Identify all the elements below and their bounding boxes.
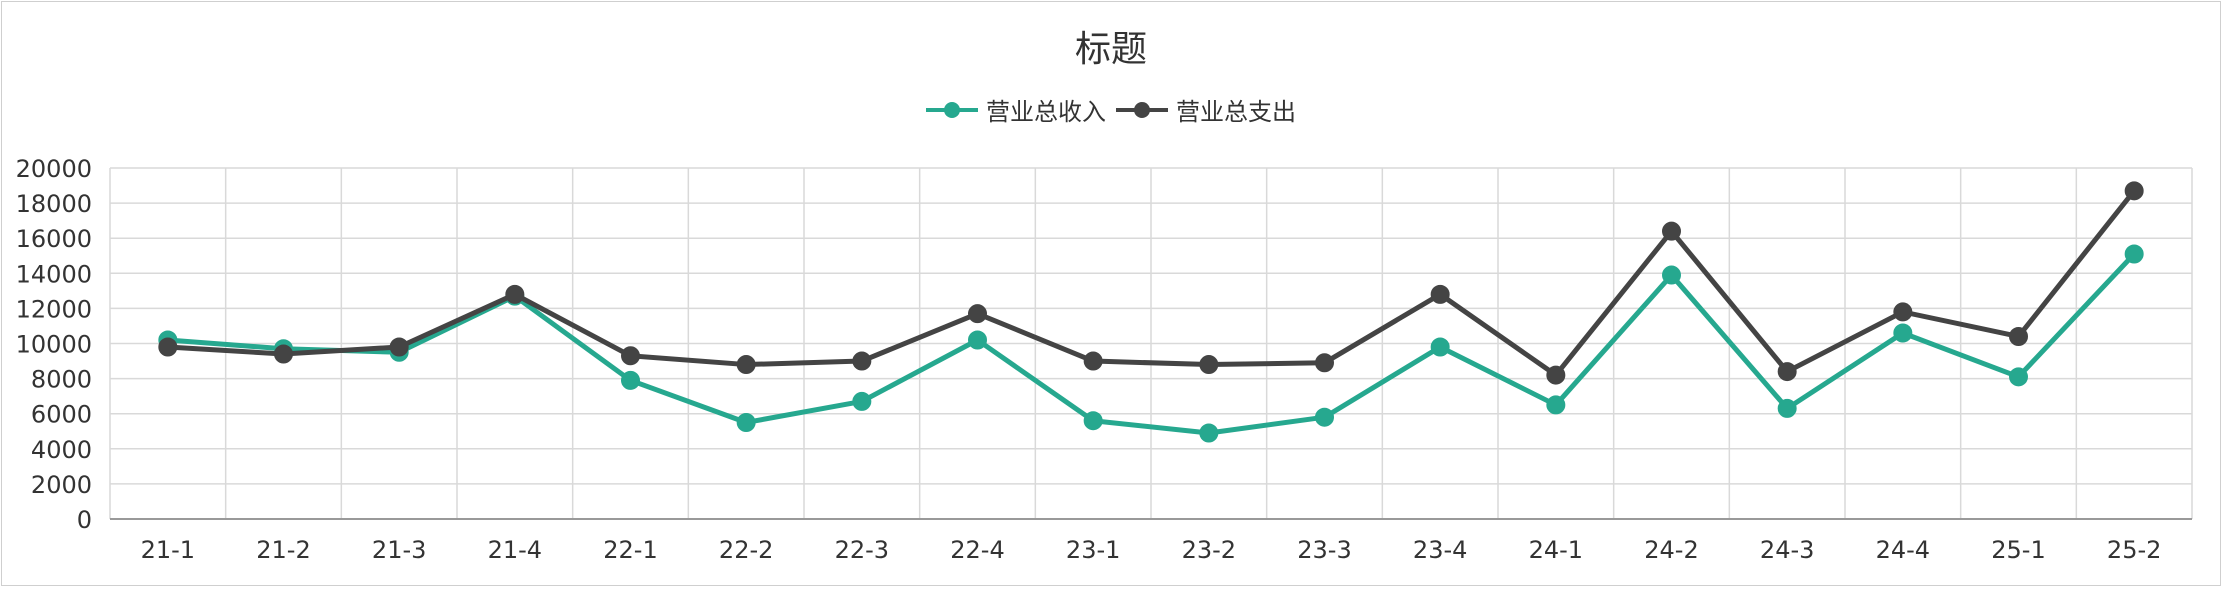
legend-label-expense: 营业总支出	[1176, 98, 1296, 126]
chart-legend: 营业总收入 营业总支出	[0, 92, 2222, 127]
chart-frame	[1, 1, 2221, 586]
legend-item-expense[interactable]: 营业总支出	[1116, 92, 1296, 127]
chart-title: 标题	[1074, 29, 1147, 70]
legend-label-revenue: 营业总收入	[986, 98, 1106, 126]
legend-swatch-expense	[1116, 101, 1168, 118]
legend-swatch-revenue	[926, 101, 978, 118]
legend-item-revenue[interactable]: 营业总收入	[926, 92, 1106, 127]
